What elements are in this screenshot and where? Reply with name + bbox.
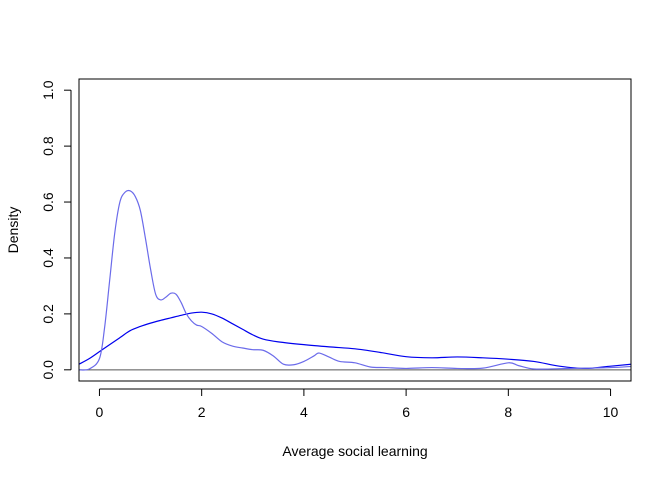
plot-lines	[79, 189, 631, 371]
y-tick-label: 0.6	[40, 192, 56, 212]
density-line-1	[79, 311, 631, 370]
x-tick-label: 2	[198, 404, 206, 420]
y-tick-label: 0.8	[40, 136, 56, 156]
y-tick-label: 0.2	[40, 304, 56, 324]
x-tick-label: 8	[504, 404, 512, 420]
x-tick-label: 0	[96, 404, 104, 420]
x-axis: 0 2 4 6 8 10	[96, 388, 619, 420]
x-tick-label: 10	[603, 404, 619, 420]
y-tick-label: 1.0	[40, 80, 56, 100]
plot-frame	[78, 78, 632, 382]
x-axis-title: Average social learning	[282, 443, 427, 459]
y-axis: 0.0 0.2 0.4 0.6 0.8 1.0	[40, 80, 72, 380]
y-tick-label: 0.0	[40, 360, 56, 380]
x-tick-label: 6	[402, 404, 410, 420]
x-tick-label: 4	[300, 404, 308, 420]
density-line-2	[79, 189, 631, 371]
y-tick-label: 0.4	[40, 248, 56, 268]
y-axis-title: Density	[5, 207, 21, 254]
